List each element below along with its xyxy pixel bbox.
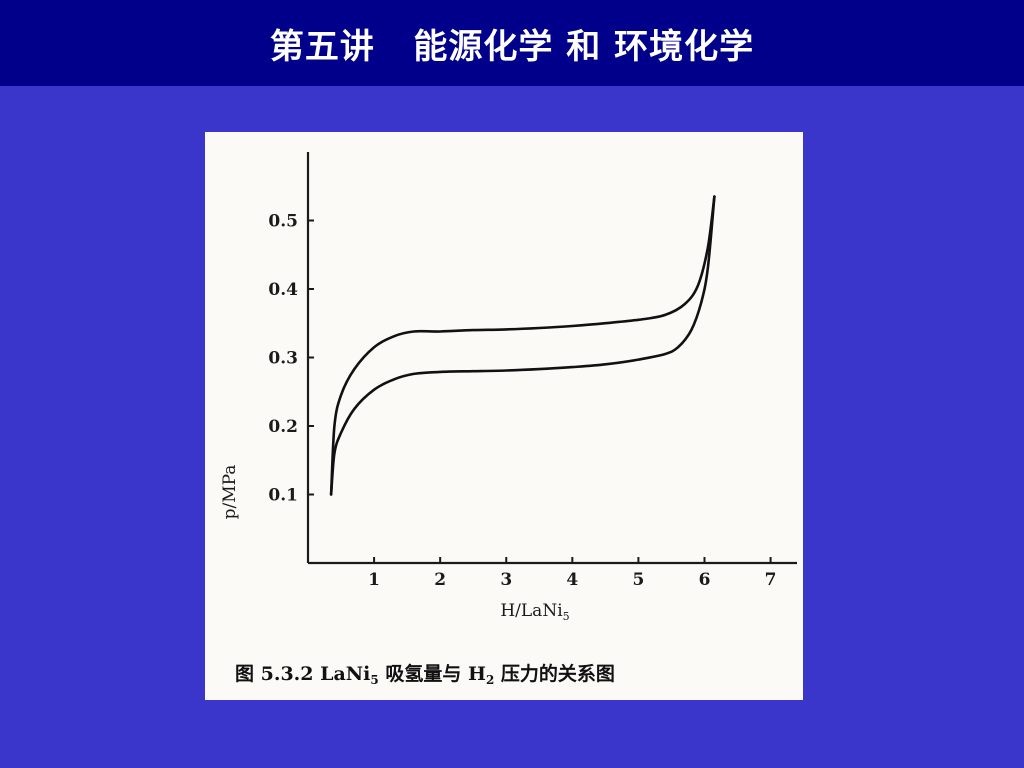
caption-sub-2: 2 (486, 673, 494, 687)
caption-sub-1: 5 (370, 673, 378, 687)
caption-prefix: 图 5.3.2 LaNi (235, 663, 370, 685)
chart-axes (306, 152, 797, 565)
y-tick-label: 0.4 (268, 280, 298, 300)
title-bar: 第五讲 能源化学 和 环境化学 (0, 0, 1024, 86)
x-tick-label: 5 (632, 570, 644, 590)
x-tick-label: 3 (500, 570, 512, 590)
x-tick-label: 2 (434, 570, 446, 590)
x-tick-label: 1 (368, 570, 380, 590)
x-tick-label: 6 (699, 570, 711, 590)
y-tick-label: 0.1 (268, 486, 298, 506)
x-axis-label: H/LaNi5 (500, 601, 569, 623)
x-axis-label-main: H/LaNi (500, 601, 563, 621)
x-ticks: 1 2 3 4 5 6 7 (368, 557, 776, 590)
y-ticks: 0.1 0.2 0.3 0.4 0.5 (268, 212, 314, 506)
x-axis-label-sub: 5 (563, 610, 570, 623)
y-tick-label: 0.5 (268, 212, 298, 232)
y-tick-label: 0.3 (268, 349, 298, 369)
caption-middle: 吸氢量与 H (379, 662, 486, 685)
series-line-2 (329, 195, 716, 496)
slide-title: 第五讲 能源化学 和 环境化学 (269, 26, 755, 67)
y-tick-label: 0.2 (268, 417, 298, 437)
x-tick-label: 7 (765, 570, 777, 590)
caption-suffix: 压力的关系图 (494, 662, 615, 685)
y-axis-label: p/MPa (220, 465, 240, 520)
chart-series (329, 195, 716, 496)
figure-caption: 图 5.3.2 LaNi5 吸氢量与 H2 压力的关系图 (235, 662, 615, 687)
x-tick-label: 4 (566, 570, 578, 590)
series-line-1 (329, 195, 716, 496)
